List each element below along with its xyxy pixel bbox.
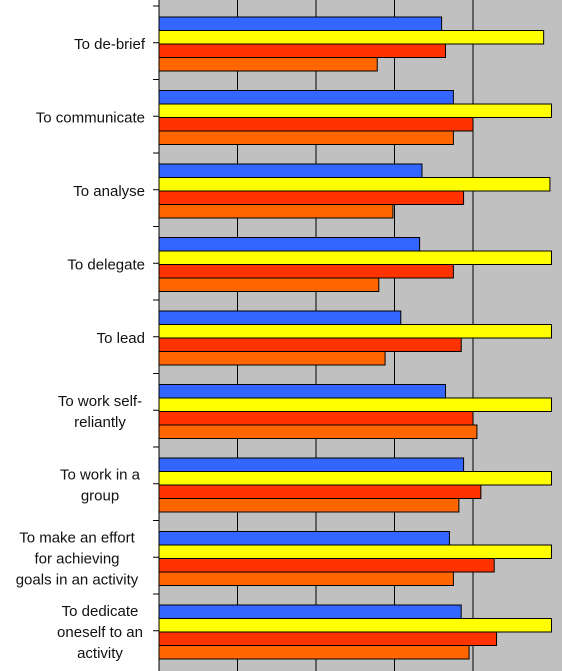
bar-series-1-category-7 [158,457,465,472]
bar-series-3-category-6 [158,411,474,426]
bar-series-4-category-5 [158,351,386,366]
category-label: To work self- [58,393,142,410]
bar-series-2-category-9 [158,618,552,633]
bar-series-4-category-1 [158,57,378,72]
bar-series-3-category-2 [158,117,474,132]
category-label: To dedicate [62,603,139,620]
category-label: To make an effort [19,530,135,547]
bar-series-1-category-9 [158,604,462,619]
category-label: for achieving [34,551,119,568]
category-label: To communicate [36,110,145,127]
category-label: To de-brief [74,36,146,53]
category-label: To delegate [67,257,145,274]
bar-series-2-category-8 [158,544,552,559]
bar-series-1-category-8 [158,531,450,546]
bar-series-1-category-4 [158,237,421,252]
bar-series-1-category-1 [158,16,443,31]
bar-series-2-category-2 [158,103,552,118]
bar-series-4-category-9 [158,645,470,660]
bar-series-1-category-5 [158,310,402,325]
category-label: To work in a [60,467,141,484]
bar-series-3-category-1 [158,43,447,58]
category-label: group [81,488,119,505]
bar-series-4-category-3 [158,204,394,219]
bar-series-4-category-8 [158,571,454,586]
bar-series-3-category-5 [158,337,462,352]
bar-series-4-category-4 [158,277,380,292]
bar-series-2-category-5 [158,324,552,339]
bars [158,16,552,660]
bar-series-4-category-7 [158,498,460,513]
bar-series-3-category-8 [158,558,495,573]
bar-series-4-category-6 [158,424,478,439]
category-label: To analyse [73,183,145,200]
bar-series-1-category-3 [158,163,423,178]
bar-series-2-category-1 [158,30,545,45]
category-labels: To de-brief To communicate To analyse To de… [16,36,146,662]
bar-series-3-category-9 [158,631,498,646]
category-ticks [153,5,159,632]
bar-series-1-category-2 [158,90,454,105]
bar-series-1-category-6 [158,384,447,399]
category-label: goals in an activity [16,572,139,589]
bar-series-2-category-4 [158,250,552,265]
bar-series-2-category-7 [158,471,552,486]
category-label: activity [77,645,123,662]
category-label: oneself to an [57,624,143,641]
category-label: reliantly [74,414,126,431]
bar-series-2-category-6 [158,397,552,412]
category-label: To lead [97,330,145,347]
bar-series-3-category-3 [158,190,465,205]
bar-series-4-category-2 [158,130,454,145]
bar-series-2-category-3 [158,177,551,192]
bar-series-3-category-4 [158,264,454,279]
bar-series-3-category-7 [158,484,482,499]
